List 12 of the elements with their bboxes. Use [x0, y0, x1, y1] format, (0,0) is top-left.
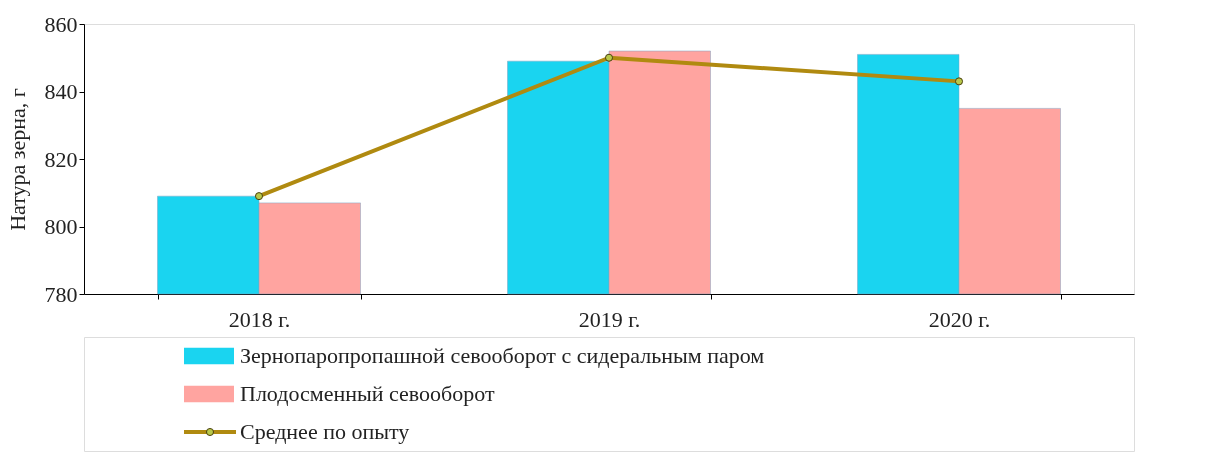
- legend-label: Плодосменный севооборот: [240, 381, 495, 406]
- x-tick-label: 2019 г.: [578, 306, 641, 332]
- x-tick-label: 2018 г.: [228, 306, 291, 332]
- legend-label: Зернопаропропашной севооборот с сидеральным паром: [240, 343, 765, 368]
- y-tick-label: 820: [44, 146, 78, 172]
- legend-label: Среднее по опыту: [240, 419, 410, 444]
- y-tick-label: 840: [44, 79, 78, 104]
- y-tick-label: 800: [44, 214, 78, 239]
- y-tick-label: 860: [44, 11, 78, 37]
- x-tick-label: 2020 г.: [928, 306, 991, 332]
- y-tick-label: 780: [44, 281, 78, 307]
- y-axis-title: Натура зерна, г: [4, 88, 30, 231]
